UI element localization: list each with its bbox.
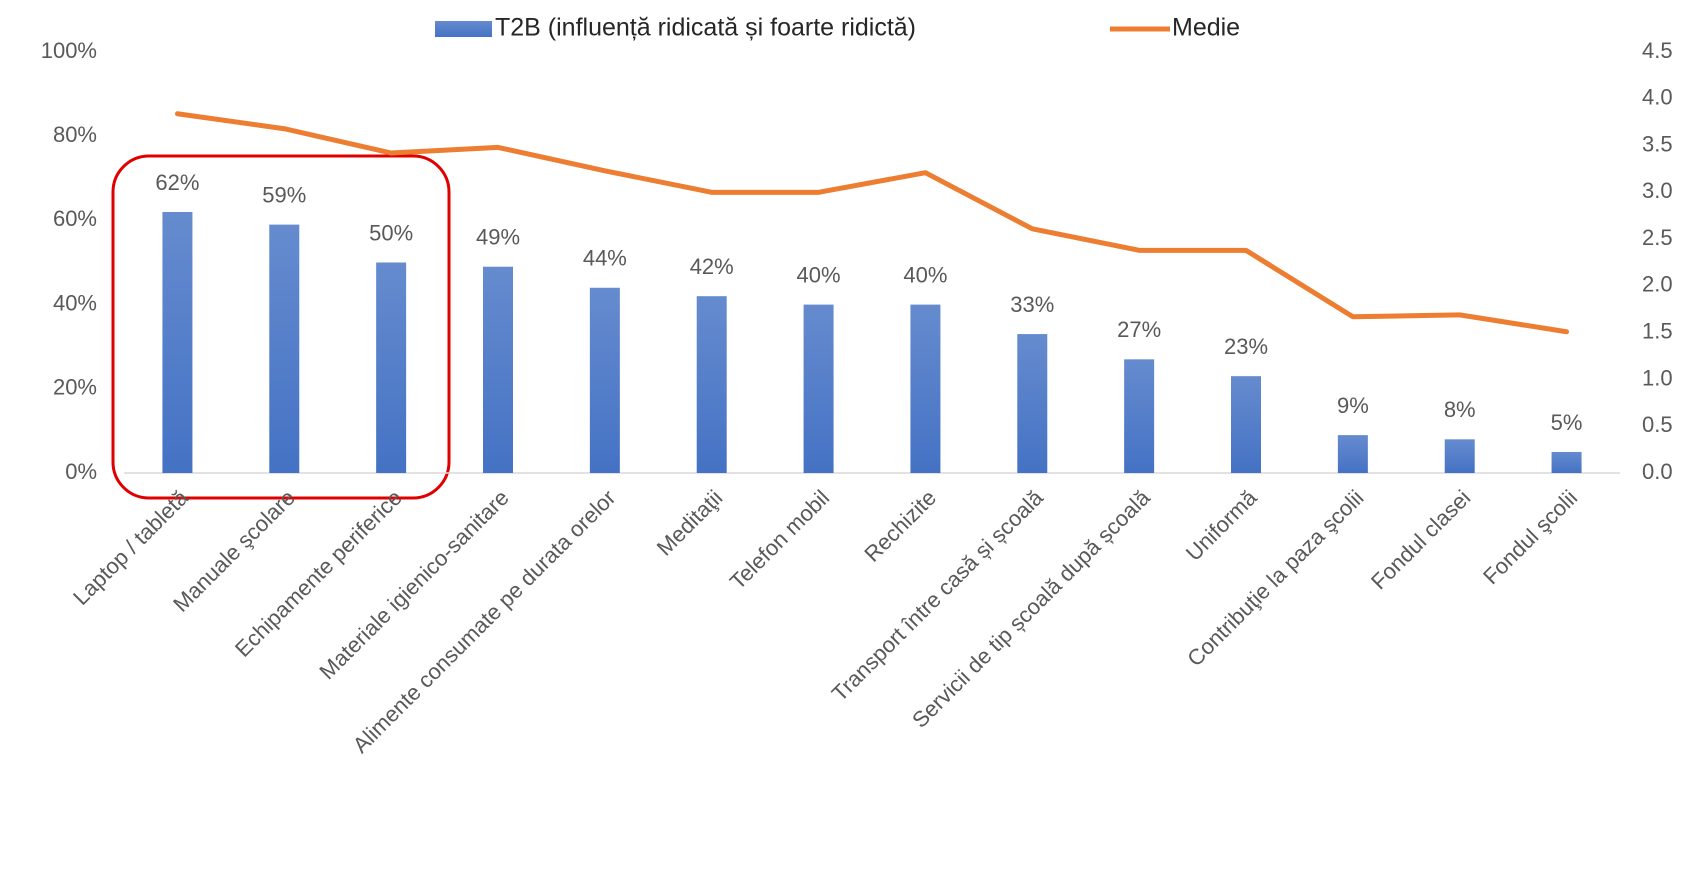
- y2-tick-label: 0.5: [1642, 412, 1673, 437]
- data-label: 9%: [1337, 393, 1369, 418]
- bar: [1017, 334, 1048, 473]
- bar: [269, 224, 300, 473]
- data-label: 23%: [1224, 334, 1268, 359]
- data-label: 44%: [583, 246, 627, 271]
- data-label: 33%: [1010, 292, 1054, 317]
- bar: [803, 304, 834, 473]
- x-tick-label: Meditaţii: [652, 485, 728, 561]
- x-tick-label: Servicii de tip școală după școală: [907, 484, 1155, 732]
- bar: [1231, 376, 1261, 473]
- bar: [910, 304, 941, 473]
- line: [174, 111, 1570, 335]
- y2-tick-label: 0.0: [1642, 459, 1673, 484]
- y2-tick-label: 1.5: [1642, 318, 1673, 343]
- x-tick-label: Contribuţie la paza şcolii: [1182, 485, 1368, 671]
- y-tick-label: 60%: [53, 206, 97, 231]
- y2-tick-label: 3.5: [1642, 131, 1673, 156]
- x-tick-label: Telefon mobil: [725, 485, 834, 594]
- y2-tick-label: 2.0: [1642, 272, 1673, 297]
- legend-label: Medie: [1172, 14, 1240, 42]
- bar: [589, 287, 620, 473]
- bar: [483, 266, 513, 473]
- x-tick-label: Transport între casă și școală: [827, 484, 1049, 706]
- data-label: 40%: [797, 262, 841, 287]
- bar: [1124, 359, 1155, 473]
- legend-label: T2B (influență ridicată și foarte ridict…: [495, 14, 916, 42]
- data-label: 27%: [1117, 317, 1161, 342]
- legend-swatch: [435, 21, 492, 37]
- bar: [162, 211, 193, 474]
- data-label: 8%: [1444, 397, 1476, 422]
- highlight-box: [111, 154, 451, 500]
- data-label: 50%: [369, 220, 413, 245]
- bar: [1337, 435, 1368, 473]
- data-label: 5%: [1551, 410, 1583, 435]
- y2-tick-label: 4.5: [1642, 38, 1673, 63]
- x-tick-label: Fondul clasei: [1366, 485, 1475, 594]
- bar: [696, 296, 727, 473]
- y-tick-label: 40%: [53, 290, 97, 315]
- y2-tick-label: 2.5: [1642, 225, 1673, 250]
- data-label: 49%: [476, 225, 520, 250]
- y-tick-label: 100%: [41, 38, 97, 63]
- x-tick-label: Uniformă: [1181, 484, 1262, 565]
- x-tick-label: Rechizite: [859, 485, 941, 567]
- y-tick-label: 80%: [53, 122, 97, 147]
- x-tick-label: Materiale igienico-sanitare: [314, 485, 513, 684]
- data-label: 42%: [690, 254, 734, 279]
- y2-tick-label: 1.0: [1642, 365, 1673, 390]
- y-tick-label: 0%: [65, 459, 97, 484]
- y2-tick-label: 3.0: [1642, 178, 1673, 203]
- data-label: 59%: [262, 182, 306, 207]
- data-label: 62%: [155, 170, 199, 195]
- y-tick-label: 20%: [53, 375, 97, 400]
- y2-tick-label: 4.0: [1642, 85, 1673, 110]
- x-tick-label: Fondul şcolii: [1478, 485, 1582, 589]
- data-label: 40%: [903, 262, 947, 287]
- bar: [376, 262, 407, 473]
- bar: [1551, 451, 1582, 473]
- bar: [1444, 439, 1475, 473]
